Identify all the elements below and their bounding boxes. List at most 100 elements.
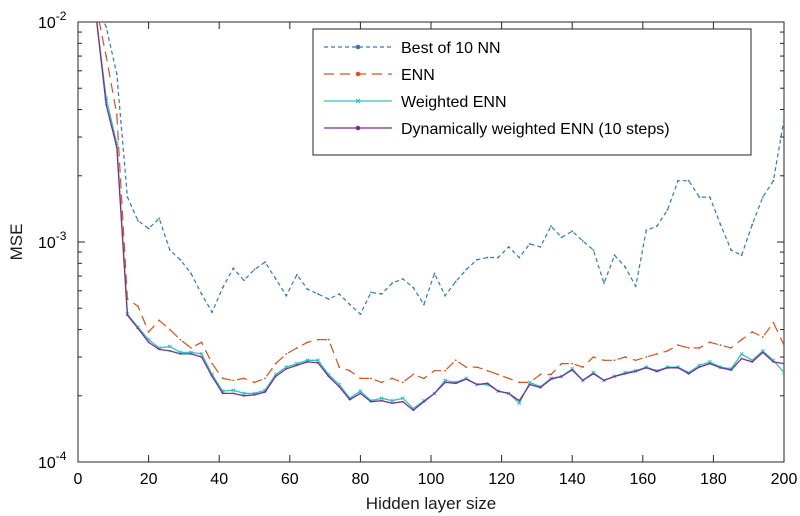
series-point-1 [115, 73, 118, 75]
y-axis-label: MSE [7, 224, 26, 261]
series-point-1 [708, 196, 711, 198]
series-point-1 [645, 229, 648, 232]
series-point-4 [486, 382, 489, 385]
series-point-1 [412, 286, 415, 289]
series-point-1 [666, 208, 669, 211]
series-point-2 [603, 359, 605, 362]
series-point-1 [158, 217, 161, 220]
series-point-1 [497, 256, 499, 259]
series-point-1 [317, 293, 319, 295]
series-point-2 [380, 381, 383, 384]
series-point-2 [412, 373, 415, 376]
series-point-4 [698, 366, 701, 368]
series-point-3 [316, 358, 320, 363]
series-point-1 [380, 293, 383, 295]
series-point-3 [390, 398, 395, 403]
series-point-4 [528, 383, 531, 386]
series-point-2 [115, 113, 118, 116]
series-point-2 [465, 366, 468, 368]
series-point-2 [221, 377, 224, 380]
series-point-2 [719, 344, 722, 346]
series-point-1 [550, 225, 552, 228]
series-point-1 [528, 243, 531, 245]
series-point-2 [147, 331, 150, 333]
series-point-4 [327, 375, 330, 378]
series-point-3 [167, 344, 172, 349]
series-point-4 [687, 372, 690, 375]
series-point-4 [95, 12, 97, 14]
series-point-4 [412, 409, 415, 412]
series-point-4 [200, 356, 203, 358]
series-point-4 [603, 379, 605, 382]
series-point-2 [613, 359, 616, 362]
legend: Best of 10 NN ENN Weighted ENN Dynamically … [312, 28, 752, 156]
series-point-2 [306, 341, 309, 344]
series-point-2 [423, 377, 425, 380]
series-point-2 [730, 347, 732, 349]
legend-marker-4 [355, 125, 361, 131]
series-point-1 [285, 294, 288, 297]
series-point-1 [105, 26, 108, 28]
series-point-2 [497, 373, 499, 376]
series-point-2 [581, 366, 584, 368]
series-point-2 [168, 328, 171, 331]
series-point-2 [338, 366, 341, 368]
series-point-1 [253, 268, 256, 271]
series-point-3 [305, 358, 310, 363]
series-point-1 [179, 258, 182, 261]
series-point-2 [772, 321, 775, 324]
series-point-2 [698, 347, 701, 349]
legend-label-2: ENN [401, 67, 435, 84]
series-point-1 [232, 267, 235, 270]
series-point-4 [645, 366, 648, 369]
series-point-4 [285, 367, 288, 370]
series-point-2 [592, 356, 595, 358]
series-point-2 [95, 4, 97, 6]
y-tick-label: 10-2 [38, 9, 67, 32]
series-point-1 [327, 298, 330, 301]
series-point-4 [105, 103, 108, 106]
x-tick-label: 160 [629, 471, 656, 488]
x-tick-label: 140 [559, 471, 586, 488]
series-point-1 [454, 280, 457, 283]
series-point-4 [317, 362, 319, 364]
x-tick-label: 100 [418, 471, 445, 488]
series-point-1 [560, 236, 563, 239]
series-point-3 [517, 401, 522, 406]
series-point-1 [147, 227, 150, 230]
series-point-3 [358, 389, 363, 394]
series-line-3 [96, 22, 784, 410]
series-point-1 [370, 291, 372, 294]
series-line-2 [98, 22, 784, 384]
series-point-2 [158, 319, 161, 322]
series-point-1 [624, 266, 627, 268]
series-point-4 [560, 375, 563, 378]
series-point-1 [687, 179, 690, 182]
series-point-2 [243, 377, 245, 380]
series-point-4 [613, 375, 616, 378]
x-tick-label: 60 [281, 471, 299, 488]
x-axis-label: Hidden layer size [366, 494, 496, 513]
series-point-3 [760, 348, 765, 353]
series-point-4 [126, 314, 129, 317]
series-point-3 [400, 396, 405, 401]
legend-label-1: Best of 10 NN [401, 40, 501, 57]
series-point-1 [730, 249, 732, 251]
series-point-2 [761, 336, 764, 338]
series-point-4 [253, 393, 256, 396]
series-point-4 [475, 383, 478, 386]
series-line-4 [96, 22, 784, 412]
series-point-1 [539, 246, 542, 248]
series-point-1 [465, 268, 468, 271]
series-point-4 [465, 378, 468, 381]
series-point-2 [708, 341, 711, 344]
series-point-4 [158, 348, 161, 351]
x-tick-label: 120 [488, 471, 515, 488]
series-point-4 [401, 400, 404, 403]
series-point-2 [317, 338, 319, 341]
series-point-4 [232, 392, 235, 395]
series-point-2 [571, 362, 574, 365]
series-point-4 [264, 391, 266, 393]
series-point-4 [190, 353, 192, 355]
series-point-2 [285, 353, 288, 355]
